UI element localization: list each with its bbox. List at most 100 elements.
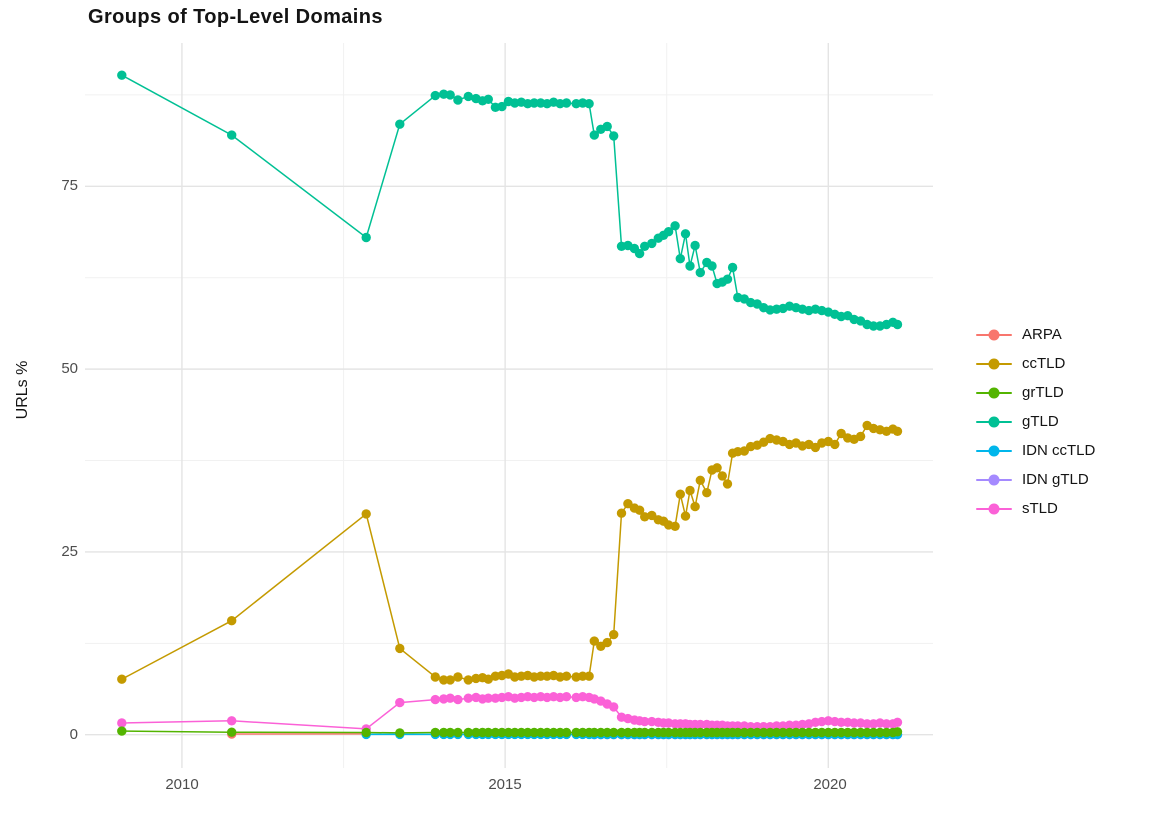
legend-item-idn-cctld: IDN ccTLD [976,436,1095,465]
data-point [823,727,833,738]
data-point [663,227,674,237]
gridlines [85,43,933,768]
data-point [117,674,127,684]
data-point [445,693,455,703]
data-point [830,439,840,450]
data-point [227,727,237,737]
data-point [746,727,756,738]
data-point [561,692,572,702]
data-point [675,489,685,499]
data-point [453,727,463,738]
data-point [117,70,127,80]
data-point [453,95,463,105]
data-point [634,505,645,515]
data-point [623,727,633,738]
data-point [471,727,481,738]
data-point [548,727,559,738]
data-point [855,431,866,442]
data-point [695,475,705,485]
data-point [395,119,405,129]
data-point [361,727,371,738]
data-point [722,479,733,489]
data-point [892,717,903,727]
data-point [589,130,599,140]
data-point [836,717,846,727]
y-tick-label: 50 [61,360,78,377]
data-point [602,727,612,738]
data-point [609,131,619,141]
y-tick-label: 25 [61,543,78,560]
data-point [395,697,405,708]
data-point [439,727,449,738]
data-point [529,727,539,738]
data-point [634,248,645,259]
legend-key-icon [976,442,1012,460]
data-point [727,262,738,273]
data-point [752,727,762,738]
data-point [722,274,733,284]
data-point [227,616,237,626]
x-tick-label: 2015 [488,776,522,793]
data-point [647,727,657,738]
data-point [836,727,846,738]
data-point [439,675,449,685]
data-point [784,727,795,738]
legend-label: ARPA [1022,326,1062,343]
data-point [561,671,572,681]
data-point [463,91,473,102]
x-tick-label: 2020 [813,776,847,793]
data-point [675,254,685,264]
data-point [584,99,594,109]
data-point [702,488,712,498]
chart-title: Groups of Top-Level Domains [88,6,383,28]
data-point [892,319,903,330]
data-point [445,675,455,685]
data-point [892,426,903,436]
data-point [589,636,599,646]
data-point [733,727,743,738]
legend-key-icon [976,500,1012,518]
data-point [733,721,743,731]
legend-item-cctld: ccTLD [976,349,1095,378]
data-point [571,727,581,738]
data-point [361,509,371,519]
data-point [445,90,455,100]
data-point [647,238,657,249]
data-point [510,727,520,738]
data-point [640,512,650,522]
data-point [497,727,507,738]
data-point [670,221,680,231]
data-point [483,94,493,105]
data-point [395,643,405,654]
legend: ARPA ccTLD grTLD gTLD IDN ccTLD IDN gTLD… [976,320,1095,523]
data-point [695,727,705,738]
data-point [430,694,440,705]
legend-label: ccTLD [1022,355,1066,372]
legend-label: sTLD [1022,500,1058,517]
data-point [463,693,473,703]
y-tick-label: 0 [69,726,78,743]
data-point [561,727,572,738]
data-point [778,727,788,738]
series-cctld [117,420,903,685]
data-point [117,726,127,736]
series-arpa [227,729,371,739]
data-point [561,98,572,108]
data-point [483,674,493,684]
data-point [616,508,627,518]
legend-label: IDN ccTLD [1022,442,1096,459]
data-point [804,727,814,738]
data-point [227,130,237,140]
data-point [227,716,237,726]
data-point [497,101,507,112]
data-point [640,241,650,251]
legend-key-icon [976,326,1012,344]
y-tick-label: 75 [61,177,78,194]
data-point [589,727,599,738]
data-point [855,727,866,738]
data-point [453,672,463,682]
legend-item-gtld: gTLD [976,407,1095,436]
data-point [445,727,455,738]
legend-item-grtld: grTLD [976,378,1095,407]
data-point [849,727,859,738]
